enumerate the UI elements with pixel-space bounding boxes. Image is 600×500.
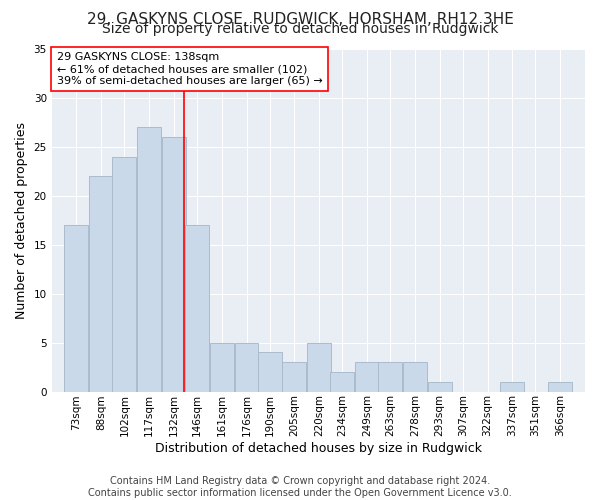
Y-axis label: Number of detached properties: Number of detached properties (15, 122, 28, 319)
Text: Size of property relative to detached houses in Rudgwick: Size of property relative to detached ho… (102, 22, 498, 36)
Bar (185, 225, 209, 392)
Text: 29, GASKYNS CLOSE, RUDGWICK, HORSHAM, RH12 3HE: 29, GASKYNS CLOSE, RUDGWICK, HORSHAM, RH… (86, 12, 514, 28)
Bar (162, 137, 186, 392)
Bar (403, 362, 427, 392)
Bar (331, 372, 354, 392)
Bar (283, 362, 307, 392)
Bar (307, 342, 331, 392)
Bar (500, 382, 524, 392)
Bar (355, 362, 379, 392)
Bar (257, 352, 281, 392)
Text: Contains HM Land Registry data © Crown copyright and database right 2024.
Contai: Contains HM Land Registry data © Crown c… (88, 476, 512, 498)
Text: 29 GASKYNS CLOSE: 138sqm
← 61% of detached houses are smaller (102)
39% of semi-: 29 GASKYNS CLOSE: 138sqm ← 61% of detach… (57, 52, 323, 86)
Bar (548, 382, 572, 392)
X-axis label: Distribution of detached houses by size in Rudgwick: Distribution of detached houses by size … (155, 442, 482, 455)
Bar (112, 156, 136, 392)
Bar (378, 362, 402, 392)
Bar (89, 176, 113, 392)
Bar (235, 342, 259, 392)
Bar (64, 225, 88, 392)
Bar (210, 342, 234, 392)
Bar (428, 382, 452, 392)
Bar (137, 128, 161, 392)
